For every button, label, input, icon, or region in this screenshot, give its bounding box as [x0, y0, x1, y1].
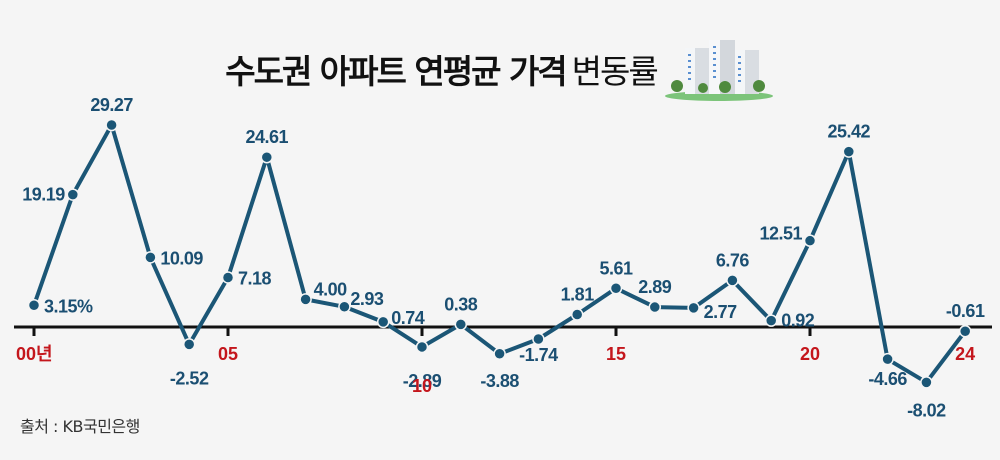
x-tick-label: 15	[606, 344, 626, 364]
value-label: 2.89	[638, 277, 672, 297]
data-point	[415, 340, 429, 354]
value-label: 7.18	[238, 268, 272, 288]
value-label: 0.38	[444, 294, 478, 314]
value-label: 0.74	[391, 308, 425, 328]
data-point	[66, 188, 80, 201]
data-point	[260, 150, 274, 164]
value-label: 0.92	[781, 311, 815, 331]
x-tick-label: 10	[412, 376, 432, 396]
value-label: -3.88	[480, 371, 519, 391]
x-tick-label: 20	[800, 344, 820, 364]
data-point	[648, 300, 662, 314]
data-points	[27, 118, 972, 389]
value-label: -4.66	[868, 369, 907, 389]
data-point	[493, 347, 506, 361]
data-point	[299, 293, 312, 306]
value-label: 3.15%	[44, 296, 93, 316]
data-point	[764, 314, 778, 327]
data-point	[338, 300, 351, 314]
value-label: 24.61	[246, 127, 289, 147]
value-label: -2.89	[403, 371, 442, 391]
value-label: 1.81	[561, 285, 595, 305]
data-point	[376, 315, 390, 329]
source-note: 출처 : KB국민은행	[20, 417, 140, 436]
data-point	[221, 271, 235, 284]
value-label: -2.52	[170, 368, 209, 388]
x-tick-labels: 00년 05 10 15 20 24	[16, 344, 975, 396]
value-label: 29.27	[90, 95, 133, 115]
data-point	[920, 376, 933, 389]
value-label: 4.00	[314, 279, 348, 299]
data-point	[144, 251, 157, 264]
data-point	[105, 118, 118, 132]
x-tick-label: 00년	[16, 344, 53, 364]
data-point	[803, 234, 817, 247]
value-label: 2.77	[704, 302, 738, 322]
x-tick-label: 05	[218, 344, 238, 364]
data-point	[182, 338, 196, 351]
value-label: 25.42	[828, 122, 871, 142]
value-label: -8.02	[907, 400, 946, 420]
data-point	[532, 332, 545, 346]
value-label: -0.61	[946, 301, 985, 321]
data-point	[881, 352, 894, 366]
data-point	[609, 282, 623, 295]
value-label: 10.09	[160, 248, 203, 268]
data-point	[687, 301, 700, 315]
value-label: 5.61	[599, 258, 633, 278]
title-bold-text: 수도권 아파트 연평균 가격	[225, 52, 567, 91]
chart-title: 수도권 아파트 연평균 가격 변동률	[0, 36, 1000, 102]
data-point	[842, 145, 856, 158]
apartment-buildings-icon	[664, 40, 773, 101]
title-light-text: 변동률	[571, 52, 659, 91]
data-point	[454, 318, 468, 331]
x-tick-label: 24	[955, 344, 975, 364]
value-label: 12.51	[759, 224, 802, 244]
data-point	[570, 308, 584, 321]
data-point	[958, 324, 972, 338]
value-label: -1.74	[519, 345, 558, 365]
value-label: 19.19	[22, 185, 65, 205]
data-point	[726, 274, 739, 287]
data-point	[27, 299, 41, 312]
value-label: 6.76	[716, 250, 750, 270]
value-label: 2.93	[350, 289, 384, 309]
